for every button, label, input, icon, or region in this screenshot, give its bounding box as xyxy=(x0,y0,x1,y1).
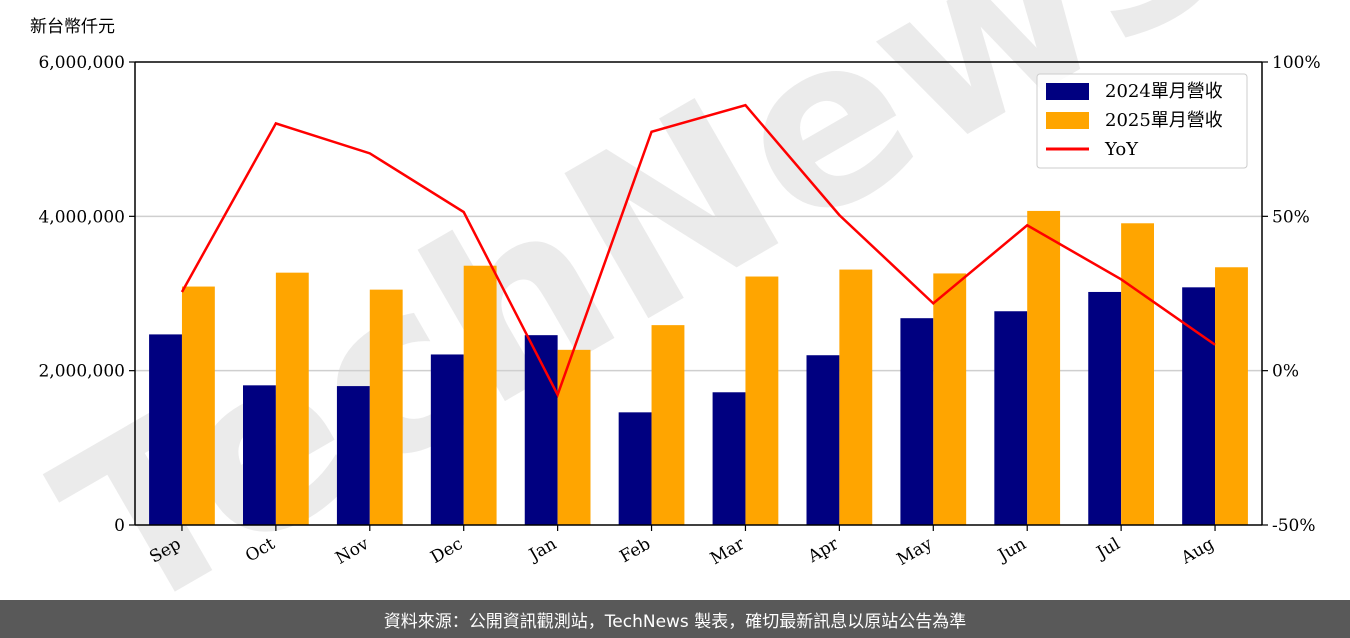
left-tick-label: 2,000,000 xyxy=(38,362,125,382)
x-tick-label-apr: Apr xyxy=(804,534,843,568)
right-tick-label: -50% xyxy=(1272,516,1316,536)
footer-source-note: 資料來源：公開資訊觀測站，TechNews 製表，確切最新訊息以原站公告為準 xyxy=(0,600,1350,638)
x-tick-label-jul: Jul xyxy=(1092,534,1124,564)
bar-2025-nov xyxy=(369,289,403,525)
legend-box xyxy=(1036,73,1248,169)
bar-2024-jul xyxy=(1088,291,1122,525)
bar-2024-oct xyxy=(243,385,276,525)
x-tick-label-jan: Jan xyxy=(524,534,560,566)
x-tick-label-aug: Aug xyxy=(1177,534,1218,569)
grid-lines xyxy=(135,215,1262,372)
bar-2025-jul xyxy=(1121,223,1154,526)
left-tick-label: 0 xyxy=(114,516,125,536)
legend-label-0: 2024單月營收 xyxy=(1105,81,1223,102)
bar-2024-may xyxy=(900,318,934,525)
legend-label-1: 2025單月營收 xyxy=(1105,110,1223,131)
chart: TechNews 02,000,0004,000,0006,000,000-50… xyxy=(20,0,1321,600)
bar-2025-apr xyxy=(839,269,873,525)
x-tick-label-dec: Dec xyxy=(427,534,466,568)
bar-2024-aug xyxy=(1182,287,1216,525)
bar-2024-apr xyxy=(806,355,840,525)
bar-2024-feb xyxy=(618,412,652,525)
bar-2025-dec xyxy=(463,265,497,525)
bar-2024-jan xyxy=(524,335,558,525)
bar-2024-jun xyxy=(994,311,1028,525)
yoy-line xyxy=(180,103,1216,398)
bar-2025-feb xyxy=(651,325,685,525)
right-tick-label: 0% xyxy=(1272,362,1299,382)
legend-label-2: YoY xyxy=(1104,139,1139,160)
yoy-line-series xyxy=(180,103,1216,398)
bar-2025-jun xyxy=(1027,210,1061,525)
x-tick-label-may: May xyxy=(894,534,937,570)
bar-2024-mar xyxy=(712,392,746,525)
bar-2024-sep xyxy=(149,334,182,525)
x-tick-label-feb: Feb xyxy=(616,534,654,567)
bar-2025-aug xyxy=(1215,267,1248,525)
y-axis-unit-label: 新台幣仟元 xyxy=(30,17,115,37)
legend-swatch-1 xyxy=(1046,112,1089,129)
left-tick-label: 6,000,000 xyxy=(38,53,125,73)
bar-2025-mar xyxy=(745,276,779,525)
bar-2025-jan xyxy=(557,349,591,525)
legend-swatch-0 xyxy=(1046,83,1089,100)
bar-2025-sep xyxy=(181,286,215,525)
bar-2025-may xyxy=(933,273,967,525)
left-tick-label: 4,000,000 xyxy=(38,207,125,227)
x-tick-label-mar: Mar xyxy=(707,534,749,570)
bar-2024-dec xyxy=(430,354,464,525)
legend: 2024單月營收 2025單月營收 YoY xyxy=(1036,73,1248,169)
bar-2024-nov xyxy=(336,386,370,525)
x-tick-label-jun: Jun xyxy=(993,534,1030,567)
right-tick-label: 50% xyxy=(1272,207,1310,227)
bars xyxy=(149,210,1248,526)
bar-2025-oct xyxy=(275,272,309,525)
right-tick-label: 100% xyxy=(1272,53,1321,73)
